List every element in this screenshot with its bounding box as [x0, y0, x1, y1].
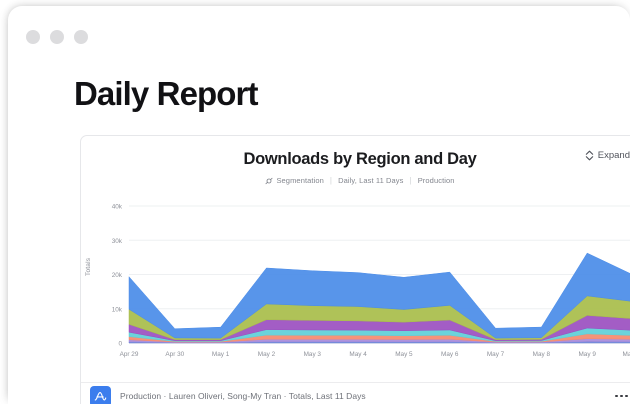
segmentation-label: Segmentation — [276, 176, 324, 185]
plot-area: Totals 0 10k 20k 30k 40k Apr 29 Apr 30 May 1 May… — [81, 198, 630, 384]
x-tick-label: May 7 — [487, 351, 505, 358]
chart-subtitle: Segmentation | Daily, Last 11 Days | Pro… — [81, 176, 630, 185]
x-tick-label: May 9 — [578, 351, 596, 358]
x-tick-label: May 6 — [441, 351, 459, 358]
x-tick-label: Apr 30 — [165, 351, 184, 358]
segmentation-chip[interactable]: Segmentation — [265, 176, 324, 185]
x-tick-label: May 10 — [623, 351, 630, 358]
x-tick-label: May 8 — [533, 351, 551, 358]
y-tick-label: 10k — [112, 306, 123, 313]
window-dot-close[interactable] — [26, 30, 40, 44]
y-tick-label: 40k — [112, 204, 123, 211]
x-tick-label: Apr 29 — [120, 351, 139, 358]
card-footer: Production · Lauren Oliveri, Song-My Tra… — [81, 382, 630, 404]
x-tick-label: May 3 — [304, 351, 322, 358]
footer-description: Production · Lauren Oliveri, Song-My Tra… — [120, 391, 366, 401]
x-tick-label: May 5 — [395, 351, 413, 358]
subtitle-separator-2: | — [409, 176, 412, 185]
y-tick-label: 20k — [112, 272, 123, 279]
stacked-area-chart[interactable]: 0 10k 20k 30k 40k Apr 29 Apr 30 May 1 May 2 May 3… — [81, 198, 630, 384]
expand-label: Expand — [597, 150, 630, 161]
subtitle-separator-1: | — [329, 176, 333, 185]
x-tick-label: May 1 — [212, 351, 230, 358]
page-title: Daily Report — [74, 75, 258, 112]
expand-button[interactable]: Expand — [585, 150, 630, 161]
x-tick-label: May 2 — [258, 351, 276, 358]
y-tick-label: 30k — [112, 238, 123, 245]
window-controls — [26, 30, 88, 44]
app-window: Daily Report Downloads by Region and Day… — [8, 6, 630, 404]
more-horizontal-icon[interactable] — [613, 391, 630, 402]
window-dot-minimize[interactable] — [50, 30, 64, 44]
report-card: Downloads by Region and Day Segmentation… — [80, 135, 630, 404]
environment-label[interactable]: Production — [417, 176, 455, 185]
amplitude-app-icon — [90, 385, 111, 404]
y-tick-label: 0 — [118, 341, 122, 348]
window-dot-maximize[interactable] — [74, 30, 88, 44]
segmentation-icon — [265, 177, 274, 185]
area-series[interactable] — [128, 252, 630, 339]
chart-title: Downloads by Region and Day — [243, 150, 477, 168]
x-tick-label: May 4 — [349, 351, 367, 358]
date-range-label[interactable]: Daily, Last 11 Days — [338, 176, 404, 185]
expand-chevrons-icon — [585, 150, 594, 161]
card-header: Downloads by Region and Day Segmentation… — [81, 136, 630, 198]
